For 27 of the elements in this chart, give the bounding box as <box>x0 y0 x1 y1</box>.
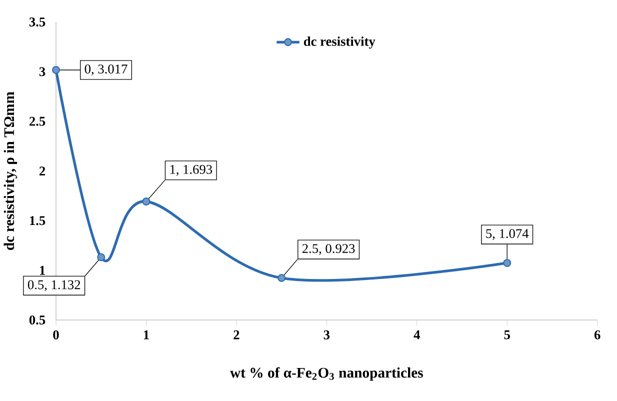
point <box>97 253 106 262</box>
y-axis-title: dc resistivity, ρ in TΩmm <box>4 92 18 250</box>
y-tick-label: 3.5 <box>29 17 46 27</box>
point <box>278 274 286 282</box>
x-tick-label: 3 <box>324 330 330 340</box>
x-tick-label: 4 <box>414 330 420 340</box>
point <box>503 258 512 267</box>
x-axis-title: wt % of α-Fe$_{2}$O$_{3}$ nanoparticles <box>230 367 423 381</box>
y-tick-label: 1 <box>40 266 45 275</box>
annotation: 0.5, 1.132 <box>28 280 80 292</box>
annotation: 1, 1.693 <box>170 164 212 176</box>
x-tick-label: 0 <box>53 330 59 340</box>
annotation: 2.5, 0.923 <box>302 244 355 255</box>
annotation: 5, 1.074 <box>486 229 529 240</box>
x-tick-label: 5 <box>504 330 510 340</box>
y-tick-label: 3 <box>39 67 46 76</box>
y-tick-label: 0.5 <box>29 315 46 325</box>
point <box>52 66 60 74</box>
x-tick-label: 2 <box>234 330 240 340</box>
annotation: 0, 3.017 <box>84 64 128 76</box>
y-tick-label: 2 <box>40 166 46 176</box>
x-tick-label: 6 <box>594 330 600 340</box>
legend-label: dc resistivity <box>304 36 376 49</box>
y-tick-label: 2.5 <box>30 116 46 126</box>
x-tick-label: 1 <box>144 330 149 340</box>
point <box>142 197 150 206</box>
y-tick-label: 1.5 <box>30 216 46 226</box>
